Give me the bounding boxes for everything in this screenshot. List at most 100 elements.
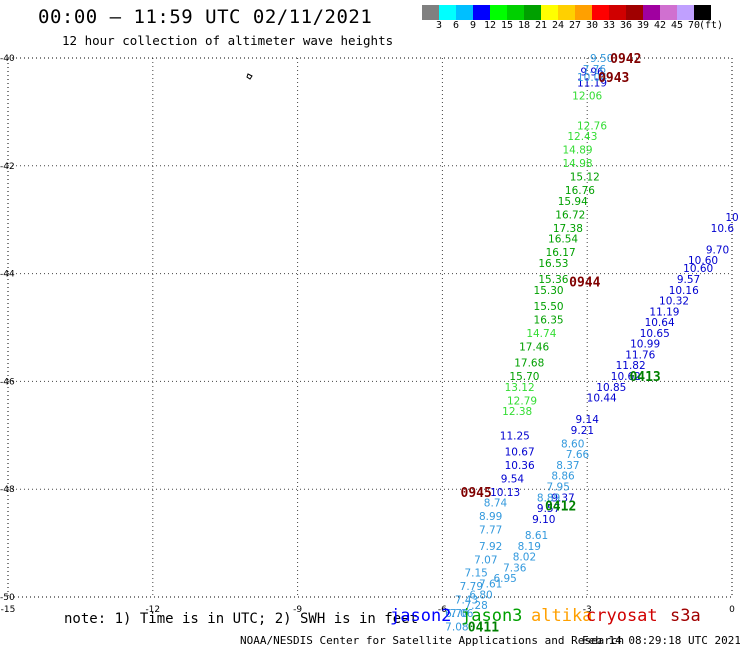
data-point-label: 7.43 — [455, 595, 478, 607]
data-point-label: 11.25 — [500, 430, 530, 442]
x-tick-label: -15 — [1, 605, 16, 615]
data-point-label: 10.16 — [669, 285, 699, 297]
colorbar-label: 21 — [534, 20, 548, 31]
timestamp: Feb 14 08:29:18 UTC 2021 — [582, 634, 740, 647]
colorbar-label: 45 — [670, 20, 684, 31]
data-point-label: 12.76 — [577, 120, 607, 132]
colorbar-swatch — [575, 5, 592, 20]
pass-time-annotation: 0945 — [461, 486, 492, 501]
data-point-label: 7.92 — [479, 541, 502, 553]
data-point-label: 17.38 — [553, 223, 583, 235]
y-tick-label: -40 — [0, 54, 15, 64]
data-point-label: 7.28 — [464, 600, 487, 612]
plot-frame — [7, 57, 733, 598]
colorbar-swatch — [541, 5, 558, 20]
colorbar-swatch — [439, 5, 456, 20]
y-tick-label: -48 — [0, 485, 15, 495]
colorbar-swatch — [643, 5, 660, 20]
colorbar-swatch — [456, 5, 473, 20]
colorbar — [422, 5, 711, 20]
chart-title: 00:00 – 11:59 UTC 02/11/2021 — [38, 6, 373, 28]
data-point-label: 17.46 — [519, 341, 549, 353]
colorbar-label: 3 — [435, 20, 443, 31]
x-tick-label: -3 — [583, 605, 592, 615]
data-point-label: 10.36 — [505, 460, 535, 472]
data-point-label: 6.95 — [493, 573, 516, 585]
data-point-label: 17.68 — [514, 358, 544, 370]
data-point-label: 7.07 — [474, 554, 497, 566]
data-point-label: 8.86 — [551, 471, 575, 483]
chart-subtitle: 12 hour collection of altimeter wave hei… — [62, 33, 394, 48]
data-point-label: 15.36 — [538, 274, 568, 286]
data-point-label: 12.38 — [502, 406, 532, 418]
data-point-label: 9.70 — [706, 244, 729, 256]
data-point-label: 10.65 — [640, 328, 670, 340]
data-point-label: 8.89 — [537, 492, 560, 504]
satellite-legend-item: jason3 — [461, 606, 523, 626]
data-point-label: 10.85 — [596, 382, 626, 394]
pass-time-annotation: 0943 — [598, 71, 629, 86]
data-point-label: 15.30 — [534, 285, 564, 297]
data-point-label: 9.57 — [677, 274, 700, 286]
colorbar-label: 27 — [568, 20, 582, 31]
pass-time-annotation: 0942 — [610, 52, 641, 67]
data-point-label: 7.76 — [583, 64, 607, 76]
colorbar-labels: 3 6 9 12 15 18 21 24 27 30 33 36 39 42 45 70 (ft) — [422, 20, 740, 34]
data-point-label: 16.72 — [555, 209, 585, 221]
colorbar-swatch — [609, 5, 626, 20]
y-tick-label: -42 — [0, 162, 15, 172]
footer-credit: NOAA/NESDIS Center for Satellite Applica… — [240, 634, 625, 647]
data-point-label: 7.77 — [479, 525, 502, 537]
colorbar-swatch — [558, 5, 575, 20]
data-point-label: 9.10 — [532, 514, 555, 526]
data-point-label: 10.99 — [630, 339, 660, 351]
satellite-legend-item: cryosat — [586, 606, 658, 626]
data-point-label: 16.54 — [548, 234, 578, 246]
data-point-label: 8.19 — [518, 541, 541, 553]
data-point-label: 7.95 — [547, 482, 570, 494]
colorbar-label: 6 — [452, 20, 460, 31]
y-tick-label: -50 — [0, 593, 15, 603]
data-point-label: 6.80 — [469, 589, 492, 601]
colorbar-swatch — [524, 5, 541, 20]
x-tick-label: 0 — [729, 605, 735, 615]
data-point-label: 7.06 — [450, 608, 474, 620]
data-point-label: 10.6 — [711, 223, 735, 235]
satellite-legend-item: jason2 — [390, 606, 452, 626]
data-point-label: 10.60 — [688, 255, 718, 267]
colorbar-label: 30 — [585, 20, 599, 31]
colorbar-swatch — [660, 5, 677, 20]
data-point-label: 13.12 — [505, 382, 535, 394]
data-point-label: 12.79 — [507, 395, 537, 407]
data-point-label: 15.70 — [509, 371, 539, 383]
data-point-label: 11.76 — [625, 349, 655, 361]
x-tick-label: -6 — [438, 605, 447, 615]
data-point-label: 14.98 — [563, 158, 593, 170]
colorbar-label: 9 — [469, 20, 477, 31]
data-point-label: 8.99 — [479, 511, 502, 523]
data-point-label: 6.70 — [445, 608, 468, 620]
data-point-label: 16.17 — [546, 247, 576, 259]
colorbar-label: 39 — [636, 20, 650, 31]
colorbar-swatch — [626, 5, 643, 20]
data-point-label: 10.32 — [659, 296, 689, 308]
pass-time-annotation: 0413 — [629, 370, 660, 385]
note-text: note: 1) Time is in UTC; 2) SWH is in fe… — [64, 611, 419, 627]
colorbar-swatch — [694, 5, 711, 20]
satellite-legend-item: s3a — [670, 606, 701, 626]
x-tick-label: -9 — [293, 605, 302, 615]
data-point-label: 16.76 — [565, 185, 595, 197]
pass-time-annotation: 0411 — [468, 621, 499, 636]
data-point-label: 7.08 — [445, 622, 468, 634]
data-point-label: 9.96 — [580, 66, 604, 78]
data-point-label: 8.60 — [561, 438, 584, 450]
data-point-label: 10.67 — [505, 446, 535, 458]
data-point-label: 10.13 — [490, 487, 520, 499]
data-point-label: 10.64 — [645, 317, 675, 329]
colorbar-label: 70 — [687, 20, 701, 31]
colorbar-label: 33 — [602, 20, 616, 31]
colorbar-label: 42 — [653, 20, 667, 31]
data-point-label: 12.06 — [572, 91, 602, 103]
data-point-label: 9.50 — [590, 53, 613, 65]
colorbar-swatch — [490, 5, 507, 20]
